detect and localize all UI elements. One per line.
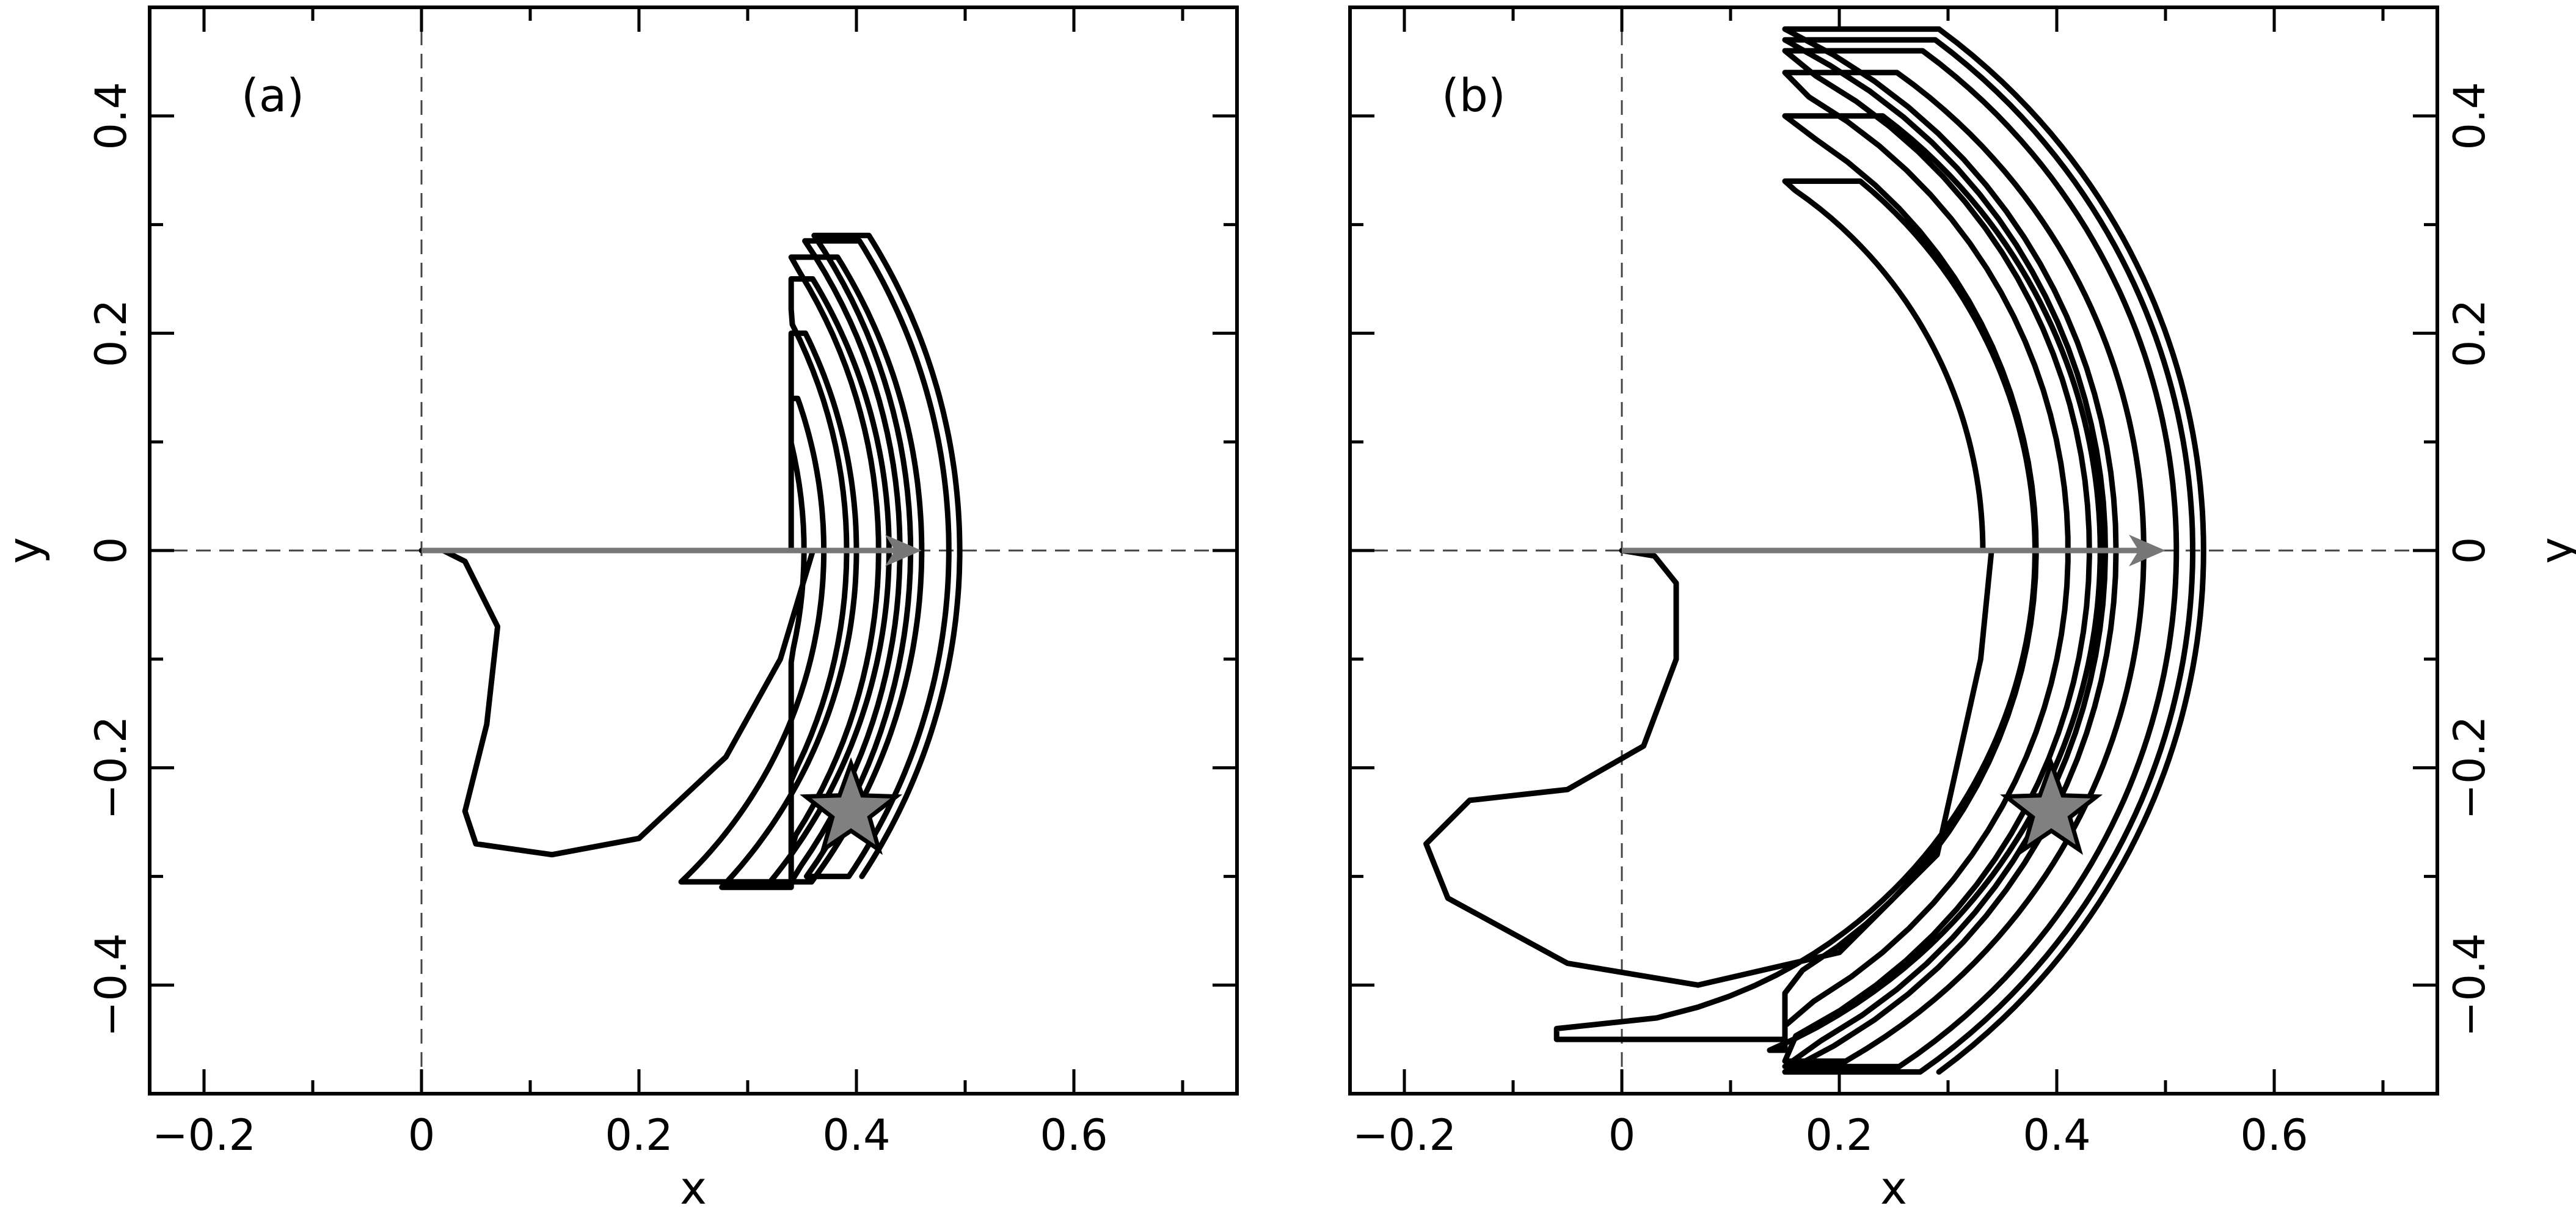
arrow-head	[2129, 535, 2166, 566]
x-tick-label: −0.2	[1352, 1110, 1456, 1160]
y-tick-label: 0.4	[2445, 82, 2495, 150]
trajectory-line	[1423, 26, 2206, 1075]
y-axis-label: y	[2531, 537, 2576, 564]
x-tick-label: 0	[408, 1110, 436, 1160]
star-marker	[800, 757, 903, 855]
trajectory-line	[418, 232, 963, 890]
y-tick-label: −0.4	[86, 933, 136, 1037]
y-tick-label: −0.4	[2445, 933, 2495, 1037]
panel-b: −0.2 0 0.2 0.4 0.6 −0.4 −0.2 0 0.2 0.4 x y (b)	[1348, 5, 2576, 1215]
y-tick-label: 0.4	[86, 82, 136, 150]
y-tick-label: 0.2	[86, 299, 136, 367]
y-axis-label: y	[0, 537, 51, 564]
x-axis-label: x	[1880, 1162, 1907, 1215]
panel-label: (b)	[1442, 70, 1506, 122]
x-tick-label: −0.2	[152, 1110, 256, 1160]
x-tick-label: 0.4	[822, 1110, 890, 1160]
arrow-head	[885, 535, 922, 566]
star-marker	[2000, 757, 2103, 855]
panel-label: (a)	[241, 70, 304, 122]
x-axis-label: x	[680, 1162, 707, 1215]
x-tick-label: 0.6	[1040, 1110, 1107, 1160]
x-tick-label: 0	[1608, 1110, 1636, 1160]
panel-a: −0.2 0 0.2 0.4 0.6 −0.4 −0.2 0 0.2 0.4 x y (a)	[0, 5, 1239, 1215]
y-tick-label: 0.2	[2445, 299, 2495, 367]
x-tick-label: 0.2	[605, 1110, 673, 1160]
y-tick-label: 0	[2445, 537, 2495, 565]
y-tick-label: −0.2	[2445, 716, 2495, 820]
x-tick-label: 0.6	[2240, 1110, 2308, 1160]
y-tick-label: 0	[86, 537, 136, 565]
x-tick-label: 0.2	[1805, 1110, 1873, 1160]
x-tick-label: 0.4	[2023, 1110, 2090, 1160]
y-tick-label: −0.2	[86, 716, 136, 820]
